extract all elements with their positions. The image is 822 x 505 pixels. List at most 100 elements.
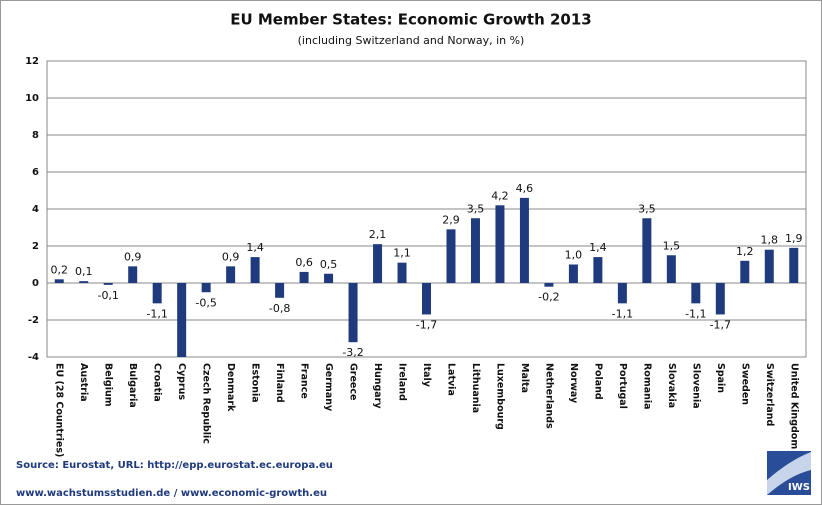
bar bbox=[593, 257, 603, 283]
x-tick-label: Austria bbox=[78, 363, 89, 402]
y-tick-label: 12 bbox=[25, 56, 39, 67]
x-tick-label: Belgium bbox=[103, 363, 114, 407]
source: Source: Eurostat, URL: http://epp.eurost… bbox=[16, 460, 333, 471]
x-tick-label: Lithuania bbox=[470, 363, 481, 413]
bar bbox=[397, 262, 407, 283]
bar bbox=[544, 283, 554, 287]
value-label: 0,2 bbox=[50, 263, 68, 276]
x-tick-label: Latvia bbox=[445, 363, 456, 396]
value-label: 0,9 bbox=[124, 250, 142, 263]
x-tick-label: Finland bbox=[274, 363, 285, 403]
footer: www.wachstumsstudien.de / www.economic-g… bbox=[16, 488, 327, 499]
value-label: -0,5 bbox=[195, 296, 216, 309]
bar bbox=[495, 205, 505, 283]
value-label: 1,9 bbox=[785, 232, 803, 245]
y-tick-label: 4 bbox=[32, 204, 39, 215]
x-tick-label: Spain bbox=[715, 363, 726, 393]
x-tick-label: United Kingdom bbox=[788, 363, 799, 449]
value-label: 2,1 bbox=[369, 228, 387, 241]
value-label: -1,1 bbox=[612, 307, 633, 320]
bar bbox=[642, 218, 652, 283]
value-label: 0,5 bbox=[320, 258, 338, 271]
x-tick-label: EU (28 Countries) bbox=[54, 363, 65, 457]
bar bbox=[128, 266, 138, 283]
bar bbox=[740, 260, 750, 283]
x-tick-label: Bulgaria bbox=[127, 363, 138, 408]
bar bbox=[519, 197, 529, 283]
x-tick-label: Luxembourg bbox=[494, 363, 505, 430]
value-label: 4,2 bbox=[491, 189, 509, 202]
x-tick-label: Romania bbox=[641, 363, 652, 410]
chart-title: EU Member States: Economic Growth 2013 bbox=[230, 11, 592, 29]
value-label: 1,4 bbox=[246, 241, 264, 254]
value-label: 1,2 bbox=[736, 245, 754, 258]
x-tick-label: Denmark bbox=[225, 363, 236, 412]
value-label: -1,1 bbox=[685, 307, 706, 320]
value-label: 0,6 bbox=[295, 256, 313, 269]
x-tick-label: Malta bbox=[519, 363, 530, 393]
y-tick-label: 0 bbox=[32, 278, 39, 289]
x-tick-label: Slovenia bbox=[690, 363, 701, 409]
value-label: -1,7 bbox=[710, 318, 731, 331]
value-label: -1,1 bbox=[146, 307, 167, 320]
y-tick-label: -2 bbox=[28, 315, 39, 326]
logo-swoosh bbox=[767, 452, 811, 495]
bar bbox=[373, 244, 383, 283]
bar bbox=[715, 283, 725, 315]
bar bbox=[275, 283, 285, 298]
value-label: 0,1 bbox=[75, 265, 93, 278]
bar bbox=[54, 279, 64, 283]
y-tick-label: 10 bbox=[25, 93, 39, 104]
y-tick-label: 8 bbox=[32, 130, 39, 141]
x-tick-label: Norway bbox=[568, 363, 579, 404]
value-label: -3,2 bbox=[342, 346, 363, 359]
x-tick-label: Croatia bbox=[152, 363, 163, 402]
value-label: -1,7 bbox=[416, 318, 437, 331]
bar bbox=[250, 257, 260, 283]
x-tick-label: Czech Republic bbox=[201, 363, 212, 444]
bar bbox=[422, 283, 431, 315]
bar bbox=[691, 283, 701, 304]
y-tick-label: -4 bbox=[28, 352, 39, 363]
value-label: 1,1 bbox=[393, 247, 411, 260]
logo-text: IWS bbox=[788, 482, 810, 493]
bar bbox=[348, 283, 358, 343]
value-label: 3,5 bbox=[467, 202, 485, 215]
bar bbox=[446, 229, 456, 283]
x-tick-label: Switzerland bbox=[764, 363, 775, 426]
x-tick-label: Ireland bbox=[397, 363, 408, 401]
bar bbox=[103, 283, 113, 285]
bar bbox=[299, 271, 309, 283]
value-label: -0,8 bbox=[269, 302, 290, 315]
bar bbox=[201, 283, 211, 293]
x-tick-label: Portugal bbox=[617, 363, 628, 409]
x-tick-label: Hungary bbox=[372, 363, 383, 409]
bar bbox=[764, 249, 774, 283]
y-tick-label: 6 bbox=[32, 167, 39, 178]
value-label: -0,2 bbox=[538, 291, 559, 304]
bar bbox=[789, 247, 799, 283]
y-tick-label: 2 bbox=[32, 241, 39, 252]
value-label: 2,9 bbox=[442, 213, 460, 226]
value-label: 1,5 bbox=[663, 239, 681, 252]
x-tick-label: Germany bbox=[323, 363, 334, 412]
value-label: 1,8 bbox=[761, 234, 779, 247]
value-label: 1,4 bbox=[589, 241, 607, 254]
x-tick-label: Poland bbox=[592, 363, 603, 400]
bar bbox=[177, 283, 187, 357]
value-label: 4,6 bbox=[516, 182, 534, 195]
bar bbox=[617, 283, 627, 304]
bar bbox=[324, 273, 334, 283]
chart-subtitle: (including Switzerland and Norway, in %) bbox=[298, 34, 525, 47]
value-label: 0,9 bbox=[222, 250, 240, 263]
value-label: 1,0 bbox=[565, 249, 583, 262]
x-tick-label: France bbox=[299, 363, 310, 399]
bar bbox=[470, 218, 480, 283]
x-tick-label: Slovakia bbox=[666, 363, 677, 408]
x-tick-label: Netherlands bbox=[543, 363, 554, 429]
bar bbox=[152, 283, 162, 304]
bar bbox=[666, 255, 676, 283]
bar bbox=[568, 264, 578, 283]
